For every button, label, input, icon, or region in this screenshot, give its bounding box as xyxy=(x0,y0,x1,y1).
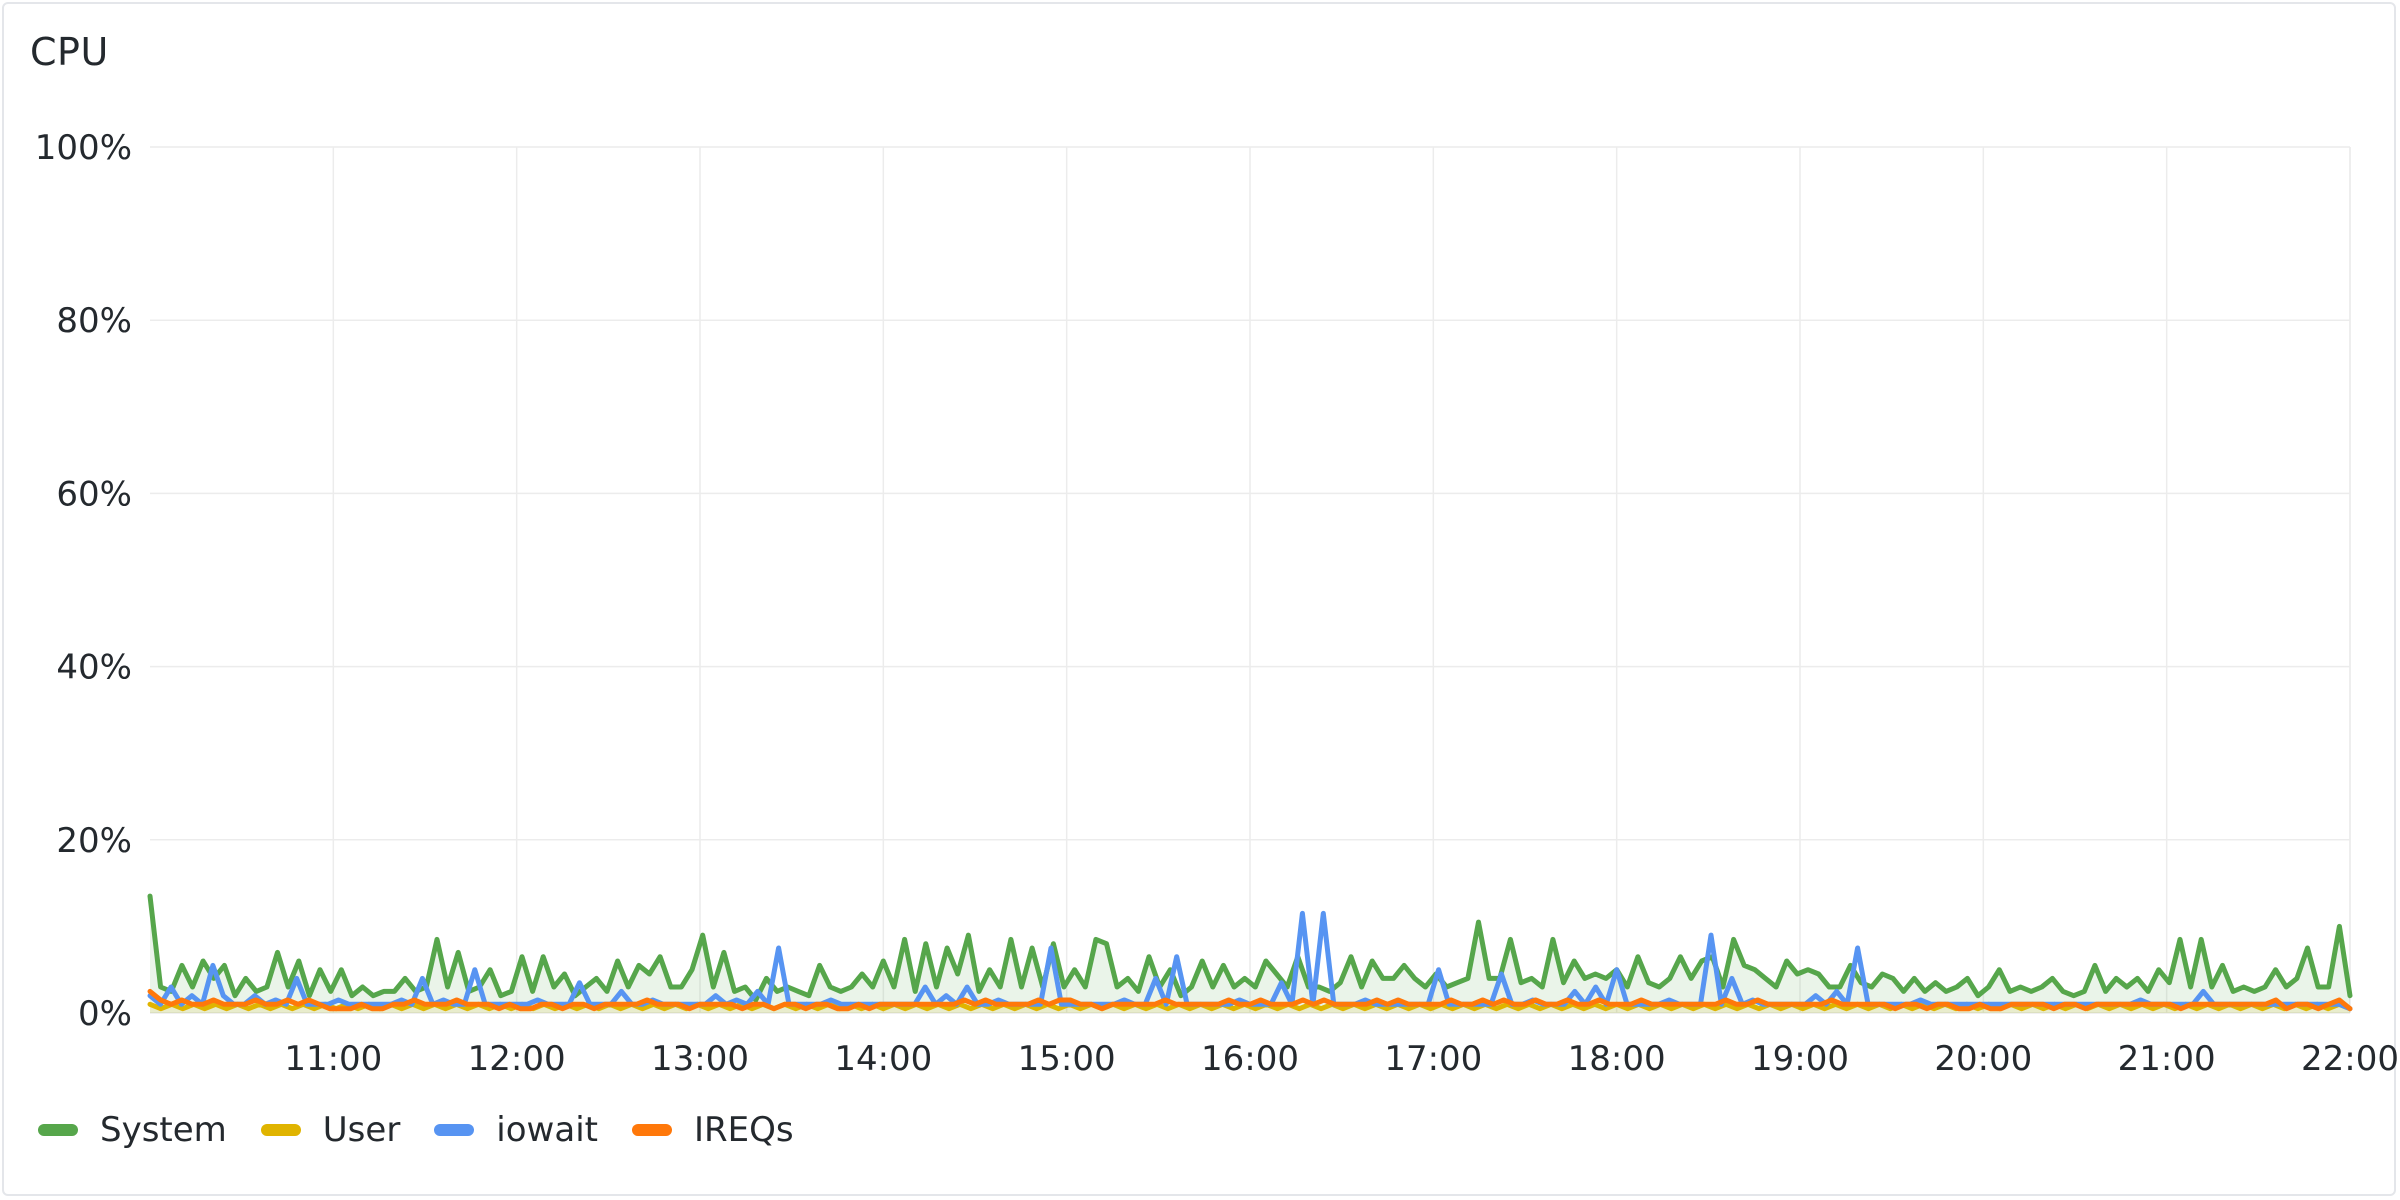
legend-label: User xyxy=(322,1110,401,1150)
x-tick-label: 19:00 xyxy=(1751,1039,1849,1079)
legend-label: iowait xyxy=(496,1110,598,1150)
legend-swatch xyxy=(434,1124,475,1136)
series-line-ireqs[interactable] xyxy=(147,988,2353,1012)
x-tick-label: 14:00 xyxy=(834,1039,932,1079)
x-tick-label: 16:00 xyxy=(1201,1039,1299,1079)
y-tick-label: 40% xyxy=(56,648,132,688)
legend-swatch xyxy=(38,1124,78,1136)
x-tick-label: 12:00 xyxy=(468,1039,566,1079)
chart-grid xyxy=(150,146,2351,1014)
legend-label: System xyxy=(100,1110,227,1150)
x-tick-label: 22:00 xyxy=(2301,1039,2399,1079)
series-layer xyxy=(147,893,2353,1013)
y-tick-label: 0% xyxy=(78,994,132,1034)
x-tick-label: 17:00 xyxy=(1384,1039,1482,1079)
x-tick-label: 15:00 xyxy=(1018,1039,1116,1079)
legend-item-system[interactable]: System xyxy=(38,1110,227,1150)
series-line-system[interactable] xyxy=(147,893,2353,1003)
y-tick-label: 80% xyxy=(56,301,132,341)
legend-swatch xyxy=(260,1124,301,1136)
chart-legend: System User iowait IREQs xyxy=(38,1110,794,1150)
x-tick-label: 13:00 xyxy=(651,1039,749,1079)
x-tick-label: 11:00 xyxy=(284,1039,382,1079)
y-tick-label: 100% xyxy=(35,128,132,168)
panel-title: CPU xyxy=(30,30,109,74)
x-tick-label: 20:00 xyxy=(1934,1039,2032,1079)
legend-item-user[interactable]: User xyxy=(260,1110,401,1150)
y-tick-label: 60% xyxy=(56,474,132,514)
y-axis: 0% 20% 40% 60% 80% 100% xyxy=(35,128,132,1034)
x-tick-label: 21:00 xyxy=(2118,1039,2216,1079)
series-area-system xyxy=(150,896,2350,1013)
x-tick-label: 18:00 xyxy=(1568,1039,1666,1079)
legend-swatch xyxy=(631,1124,672,1136)
legend-item-ireqs[interactable]: IREQs xyxy=(631,1110,794,1150)
legend-label: IREQs xyxy=(693,1110,794,1150)
y-tick-label: 20% xyxy=(56,821,132,861)
x-axis: 11:00 12:00 13:00 14:00 15:00 16:00 17:00 18:00… xyxy=(284,1039,2399,1079)
legend-item-iowait[interactable]: iowait xyxy=(434,1110,598,1150)
